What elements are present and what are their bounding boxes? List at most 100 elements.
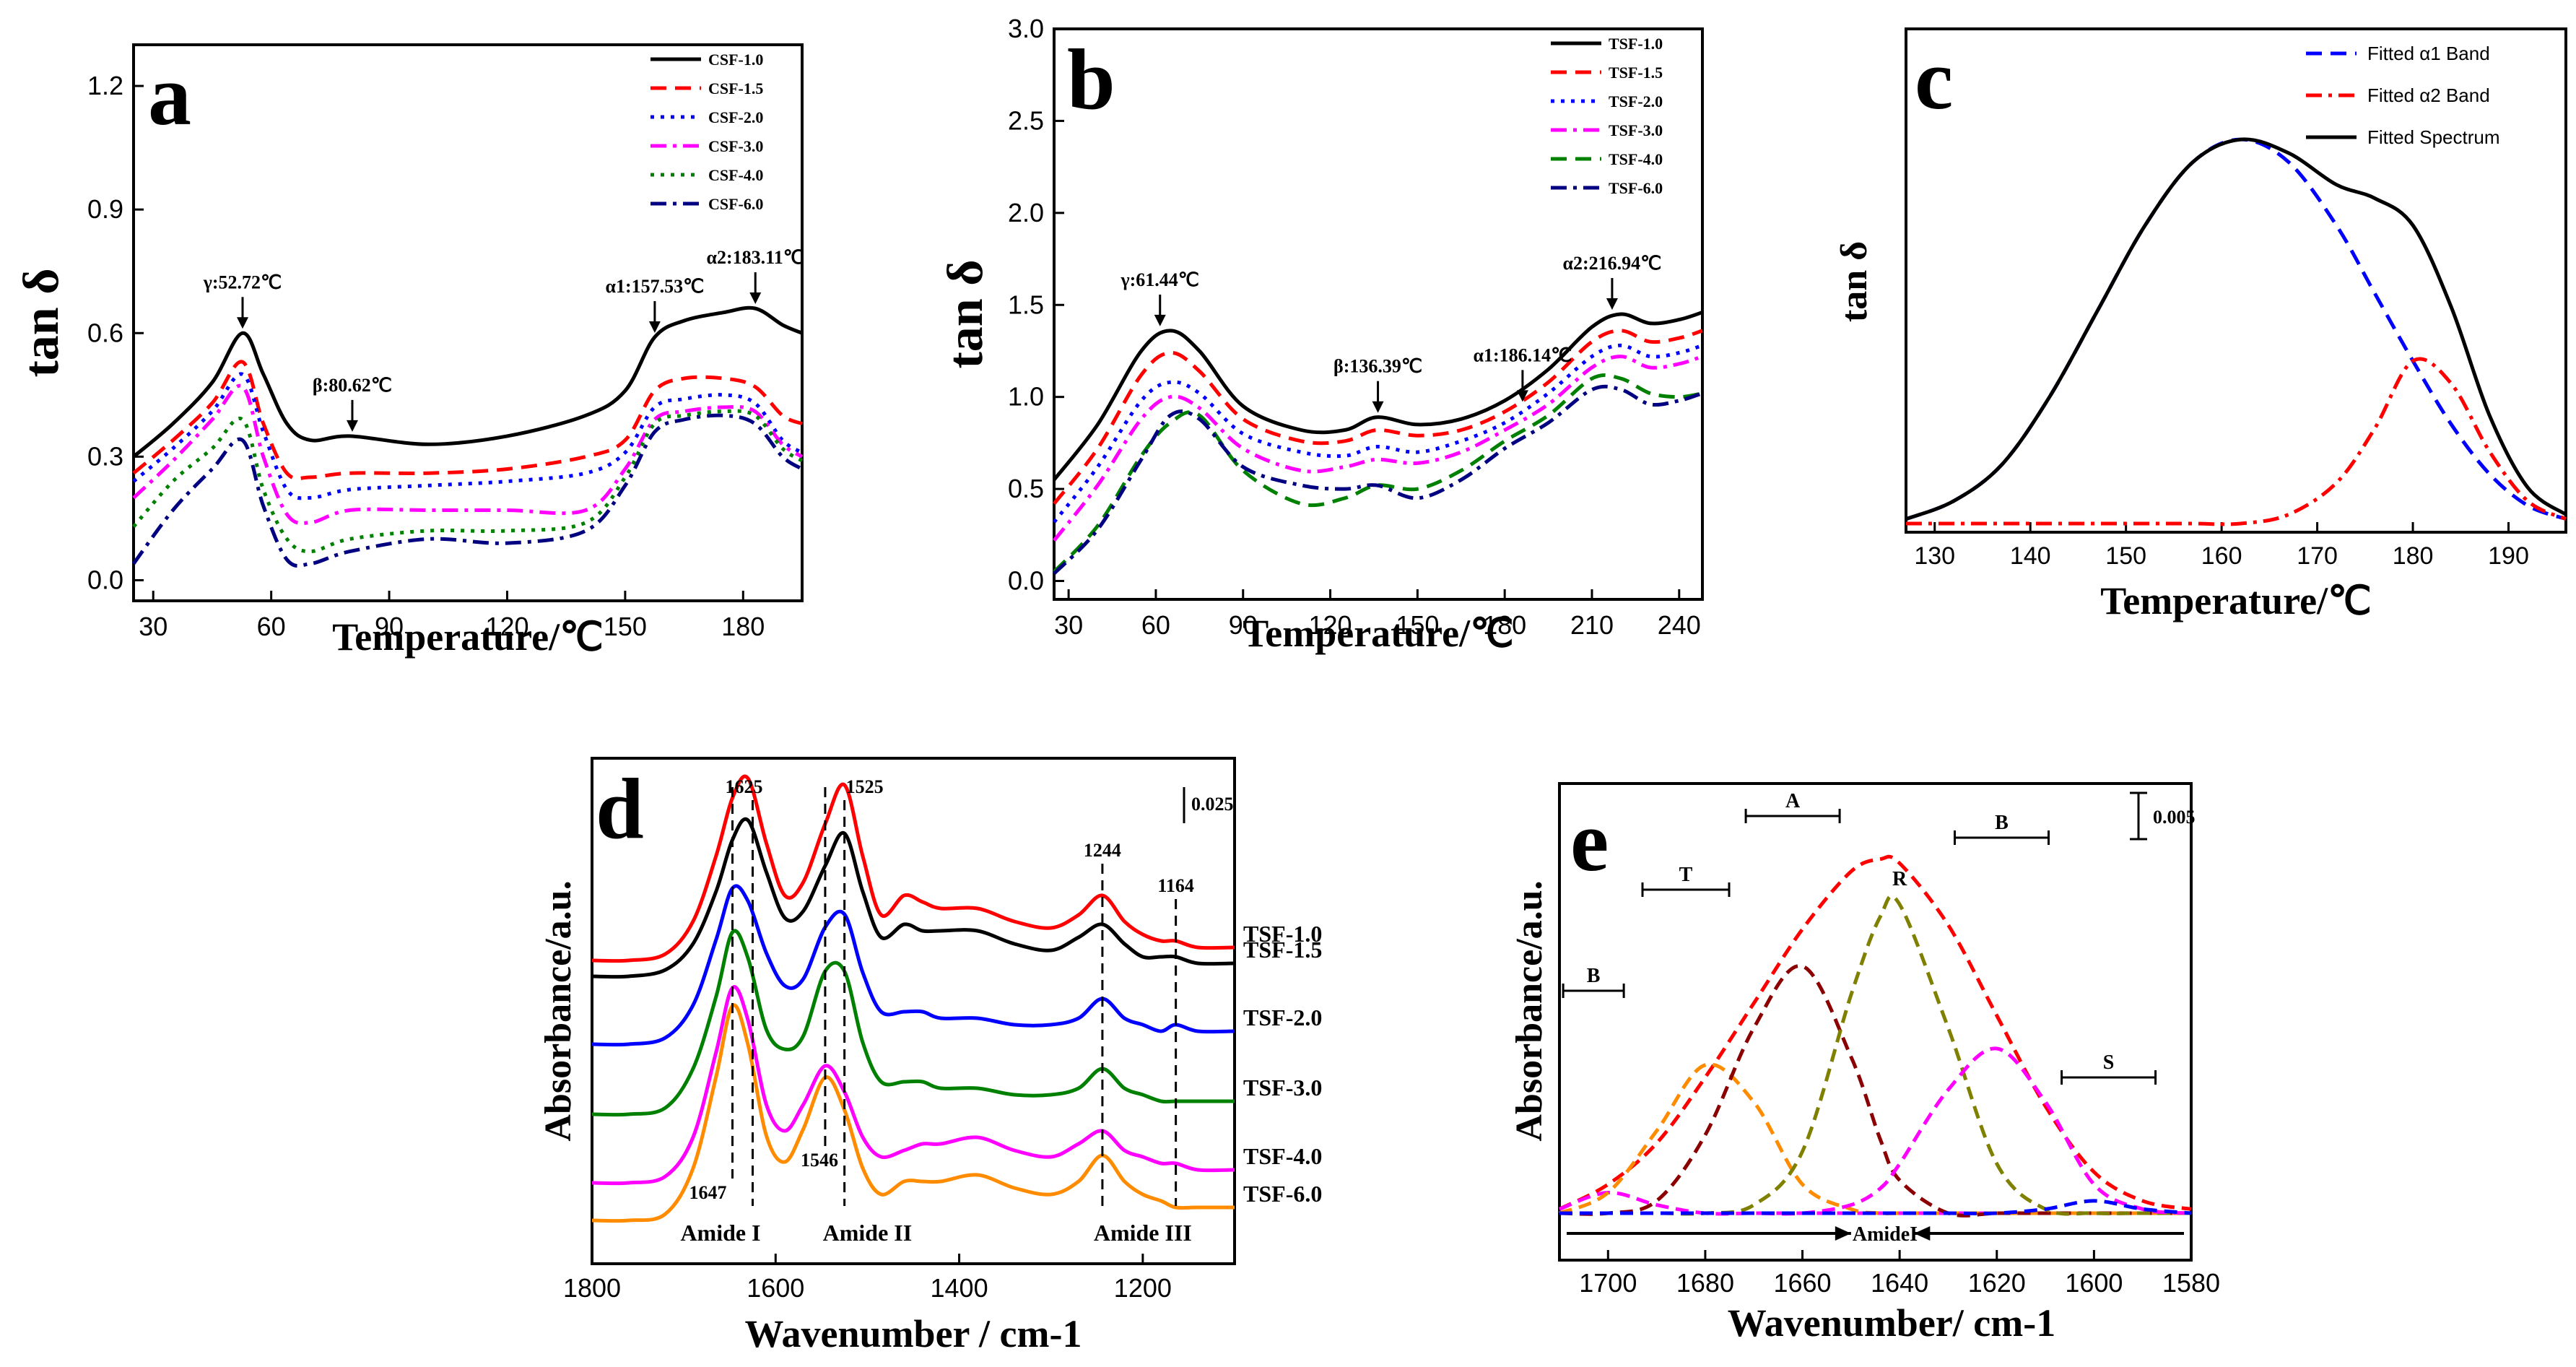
panelA-ytick-label: 0.3 <box>87 441 123 471</box>
panelA-annotation-arrowhead <box>648 321 661 333</box>
panelB-legend-label: TSF-4.0 <box>1609 150 1663 168</box>
panel-c: c tan δ Temperature/℃ 130 140 150 160 170 180… <box>1834 27 2567 622</box>
panelD-scale-bar-label: 0.025 <box>1191 794 1234 815</box>
panelB-ytick-label: 0.5 <box>1008 474 1044 503</box>
panelA-legend-label: CSF-2.0 <box>708 108 763 126</box>
panel-b-ticks: 30 60 90 120 150 180 210 240 0.0 0.5 1.0 1.5 2.0 2.5 3… <box>1008 14 1701 640</box>
panelD-xtick-label: 1400 <box>931 1273 988 1303</box>
panelD-series-label: TSF-1.0 <box>1243 921 1322 947</box>
panel-b-series <box>1053 311 1703 576</box>
panelD-region-label: Amide I <box>680 1220 760 1246</box>
panelB-legend-label: TSF-2.0 <box>1609 92 1663 110</box>
panelC-series-line-3 <box>1905 137 2567 521</box>
panelA-ytick-label: 0.6 <box>87 318 123 347</box>
panel-d: d Absorbance/a.u. Wavenumber / cm-1 1800… <box>538 757 1322 1355</box>
panelD-series-line-5 <box>591 985 1235 1186</box>
panelB-ytick-label: 2.0 <box>1008 198 1044 227</box>
panelA-annotation-arrowhead <box>749 292 762 305</box>
panelB-annotation-arrowhead <box>1154 314 1166 326</box>
panelB-annotation-label: α1:186.14℃ <box>1473 344 1572 365</box>
panelD-peak-label: 1525 <box>846 776 884 797</box>
panelB-xtick-label: 240 <box>1658 610 1701 640</box>
panelA-legend-label: CSF-6.0 <box>708 195 763 213</box>
panelC-legend-label: Fitted Spectrum <box>2367 126 2500 148</box>
panel-e-axes-frame <box>1558 782 2193 1262</box>
panelB-xtick-label: 180 <box>1483 610 1526 640</box>
panelB-annotation-label: β:136.39℃ <box>1333 356 1422 377</box>
panel-c-ylabel: tan δ <box>1834 241 1875 322</box>
panel-a-ticks: 30 60 90 120 150 180 0.0 0.3 0.6 0.9 1.2 <box>87 71 765 641</box>
panelD-series-label: TSF-2.0 <box>1243 1004 1322 1030</box>
panelB-series-line-3 <box>1053 343 1703 524</box>
panelD-series-line-3 <box>591 884 1235 1047</box>
panelE-region-label: R <box>1892 868 1907 890</box>
panel-b-label: b <box>1067 31 1115 127</box>
panelB-ytick-label: 3.0 <box>1008 14 1044 43</box>
panel-d-xlabel: Wavenumber / cm-1 <box>745 1312 1082 1355</box>
panelC-series-line-2 <box>1905 357 2567 526</box>
panelE-region-label: S <box>2103 1051 2115 1074</box>
panelE-amide-arrowhead-right <box>1914 1226 1931 1241</box>
panelE-series-line-1 <box>1558 854 2192 1211</box>
panelB-xtick-label: 120 <box>1309 610 1352 640</box>
panel-d-ylabel: Absorbance/a.u. <box>538 880 579 1141</box>
panelD-series-label: TSF-6.0 <box>1243 1181 1322 1207</box>
panelE-xtick-label: 1700 <box>1579 1268 1637 1298</box>
panelA-ytick-label: 0.9 <box>87 194 123 224</box>
panel-e-annotations: B T A R B S AmideI 0.005 <box>1562 790 2196 1246</box>
panelC-xtick-label: 180 <box>2393 542 2434 570</box>
panelD-series-line-4 <box>591 929 1235 1117</box>
panelD-series-line-1 <box>591 774 1235 963</box>
panel-a-ylabel: tan δ <box>14 268 69 377</box>
panelA-ytick-label: 0.0 <box>87 565 123 594</box>
panelB-annotation-arrowhead <box>1516 390 1528 402</box>
panel-a-axes-frame <box>132 43 804 602</box>
panelB-ytick-label: 1.0 <box>1008 382 1044 412</box>
panel-b-annotations: γ:61.44℃ β:136.39℃ α1:186.14℃ α2:216.94℃ <box>1120 253 1661 413</box>
panelE-xtick-label: 1580 <box>2162 1268 2220 1298</box>
panelB-ytick-label: 2.5 <box>1008 105 1044 135</box>
panelC-legend-label: Fitted α1 Band <box>2367 43 2490 64</box>
panelA-ytick-label: 1.2 <box>87 71 123 100</box>
panelA-xtick-label: 60 <box>257 612 286 641</box>
panelA-xtick-label: 180 <box>721 612 765 641</box>
panel-d-ticks: 1800 1600 1400 1200 <box>563 1254 1172 1303</box>
panelB-xtick-label: 60 <box>1141 610 1170 640</box>
panel-e-series <box>1558 854 2192 1218</box>
panelD-series-line-2 <box>591 817 1235 979</box>
panelA-xtick-label: 30 <box>139 612 167 641</box>
panelE-series-line-4 <box>1559 964 2191 1218</box>
panelA-series-line-5 <box>132 409 804 554</box>
panelB-annotation-arrowhead <box>1606 298 1618 310</box>
panelA-legend-label: CSF-3.0 <box>708 137 763 155</box>
panelD-region-label: Amide III <box>1094 1220 1192 1246</box>
panelA-annotation-label: α2:183.11℃ <box>707 247 804 268</box>
panelD-peak-label: 1647 <box>689 1182 727 1203</box>
panelD-series-label: TSF-1.5 <box>1243 937 1322 963</box>
panelA-legend-label: CSF-1.5 <box>708 79 763 97</box>
panelA-series-line-3 <box>132 372 804 500</box>
panelB-xtick-label: 30 <box>1054 610 1083 640</box>
panelA-annotation-label: γ:52.72℃ <box>203 272 282 292</box>
panelA-xtick-label: 120 <box>485 612 528 641</box>
panelC-xtick-label: 140 <box>2010 542 2051 570</box>
panelE-series-line-2 <box>1559 1190 2191 1216</box>
panelE-amide-arrowhead-left <box>1835 1226 1851 1241</box>
panelA-annotation-arrowhead <box>346 420 358 432</box>
panelD-series-label: TSF-3.0 <box>1243 1075 1322 1101</box>
panelA-series-line-6 <box>131 413 804 568</box>
panel-e-label: e <box>1570 793 1609 889</box>
panelE-xtick-label: 1680 <box>1676 1268 1734 1298</box>
panelA-series-line-2 <box>132 360 803 481</box>
panelA-legend-label: CSF-1.0 <box>708 51 763 69</box>
panelC-xtick-label: 130 <box>1914 542 1955 570</box>
panel-a: a Temperature/℃ tan δ 30 60 90 120 150 180 0.0… <box>14 43 804 659</box>
panelD-series-label: TSF-4.0 <box>1243 1143 1322 1169</box>
panelB-annotation-label: α2:216.94℃ <box>1562 253 1661 274</box>
panel-e-ticks: 1700 1680 1660 1640 1620 1600 1580 <box>1579 1250 2220 1298</box>
panelB-series-line-1 <box>1053 311 1703 481</box>
panelD-peak-label: 1244 <box>1084 840 1121 861</box>
panelD-region-label: Amide II <box>823 1220 913 1246</box>
